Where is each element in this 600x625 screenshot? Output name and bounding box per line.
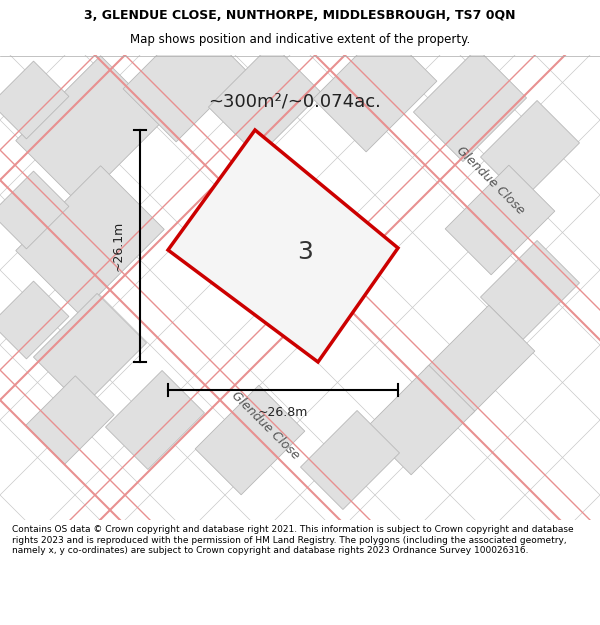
Polygon shape [0,171,69,249]
Polygon shape [0,61,69,139]
Text: Glendue Close: Glendue Close [454,144,527,216]
Polygon shape [425,305,535,415]
Polygon shape [0,281,69,359]
Text: Glendue Close: Glendue Close [229,389,302,461]
Polygon shape [301,411,400,509]
Polygon shape [365,365,475,475]
Polygon shape [168,130,398,362]
Polygon shape [123,18,247,142]
Polygon shape [413,48,527,162]
Text: Map shows position and indicative extent of the property.: Map shows position and indicative extent… [130,33,470,46]
Polygon shape [16,166,164,314]
Text: 3: 3 [297,240,313,264]
Polygon shape [208,43,322,157]
Polygon shape [26,376,114,464]
Text: ~26.8m: ~26.8m [258,406,308,419]
Polygon shape [34,293,146,407]
Text: Contains OS data © Crown copyright and database right 2021. This information is : Contains OS data © Crown copyright and d… [12,525,574,555]
Polygon shape [481,101,580,199]
Text: ~26.1m: ~26.1m [112,221,125,271]
Text: 3, GLENDUE CLOSE, NUNTHORPE, MIDDLESBROUGH, TS7 0QN: 3, GLENDUE CLOSE, NUNTHORPE, MIDDLESBROU… [84,9,516,22]
Polygon shape [16,56,164,204]
Polygon shape [313,28,437,152]
Polygon shape [445,165,555,275]
Polygon shape [195,385,305,495]
Polygon shape [106,371,205,469]
Polygon shape [481,241,580,339]
Text: ~300m²/~0.074ac.: ~300m²/~0.074ac. [209,93,382,111]
